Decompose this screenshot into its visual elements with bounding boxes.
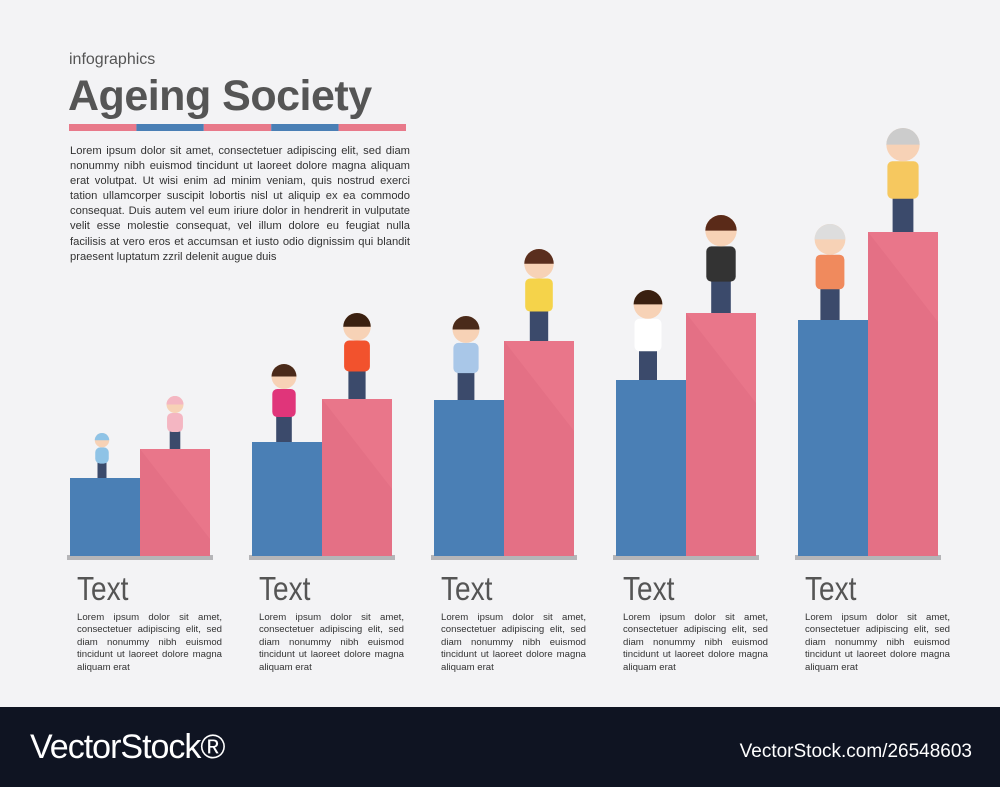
figure-legs <box>276 414 292 442</box>
group-heading: Text <box>441 570 493 607</box>
title-underline <box>69 124 137 131</box>
figure-hair <box>705 214 737 231</box>
figure-legs <box>457 370 475 400</box>
bar-shade <box>322 399 392 556</box>
bar-base <box>249 555 395 560</box>
figure-hair <box>271 364 297 377</box>
kicker: infographics <box>69 51 156 68</box>
figure-body <box>706 246 736 282</box>
figure-body <box>95 447 109 464</box>
figure-hair <box>94 433 110 441</box>
bar-blue <box>616 380 686 556</box>
figure-body <box>815 254 845 290</box>
figure-body <box>525 278 553 312</box>
bar-blue <box>798 320 868 556</box>
bar-base <box>67 555 213 560</box>
figure-body <box>453 342 479 374</box>
group-body: Lorem ipsum dolor sit amet, consectetuer… <box>77 612 222 673</box>
group-body: Lorem ipsum dolor sit amet, consectetuer… <box>259 612 404 673</box>
title-underline <box>203 124 272 131</box>
bar-shade <box>504 341 574 556</box>
footer <box>0 707 1000 787</box>
figure-legs <box>529 308 549 341</box>
bar-shade <box>140 449 210 556</box>
intro-text: Lorem ipsum dolor sit amet, consectetuer… <box>70 145 410 263</box>
group-heading: Text <box>259 570 311 607</box>
figure-hair <box>166 396 184 405</box>
figure-hair <box>524 248 554 264</box>
bar-shade <box>868 232 938 556</box>
group-heading: Text <box>623 570 675 607</box>
bar-base <box>613 555 759 560</box>
title-underline <box>271 124 339 131</box>
title-underline <box>338 124 406 131</box>
figure-hair <box>633 290 663 305</box>
title-underline <box>136 124 204 131</box>
bar-base <box>431 555 577 560</box>
figure-legs <box>169 430 181 449</box>
figure-legs <box>820 286 840 320</box>
bar-blue <box>434 400 504 556</box>
artwork <box>67 124 941 560</box>
title: Ageing Society <box>68 72 372 120</box>
figure-legs <box>97 462 107 478</box>
bar-blue <box>252 442 322 556</box>
figure-body <box>167 412 183 433</box>
group-heading: Text <box>805 570 857 607</box>
figure-hair <box>814 224 846 240</box>
figure-hair <box>886 127 920 145</box>
figure-hair <box>452 316 480 330</box>
bar-shade <box>686 313 756 556</box>
figure-legs <box>892 195 914 232</box>
figure-body <box>887 161 919 199</box>
bar-blue <box>70 478 140 556</box>
group-body: Lorem ipsum dolor sit amet, consectetuer… <box>623 612 768 673</box>
figure-legs <box>348 368 366 399</box>
group-body: Lorem ipsum dolor sit amet, consectetuer… <box>441 612 586 673</box>
image-id: VectorStock.com/26548603 <box>739 741 972 762</box>
bar-base <box>795 555 941 560</box>
figure-body <box>272 388 296 418</box>
figure-hair <box>343 313 371 327</box>
figure-body <box>344 340 370 372</box>
figure-legs <box>711 278 731 313</box>
group-heading: Text <box>77 570 129 607</box>
brand: VectorStock® <box>30 728 225 766</box>
figure-body <box>634 318 662 352</box>
group-body: Lorem ipsum dolor sit amet, consectetuer… <box>805 612 950 673</box>
figure-legs <box>639 348 657 380</box>
